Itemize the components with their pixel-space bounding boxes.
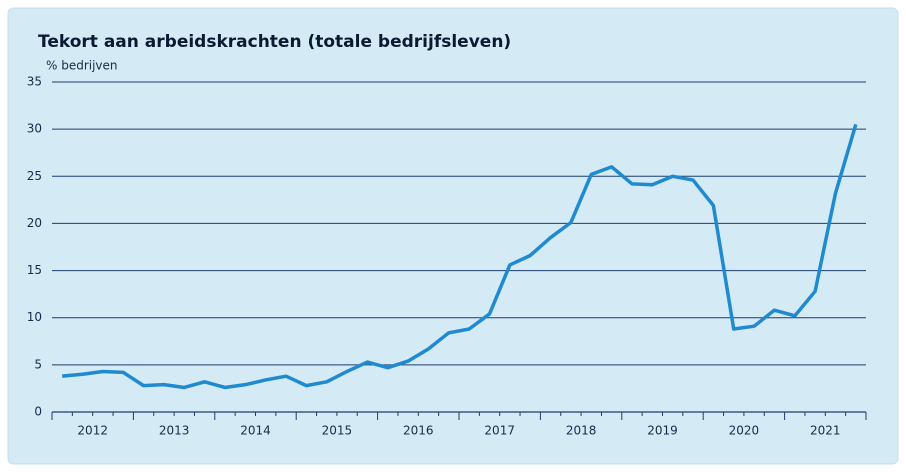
x-tick-label: 2015 (322, 424, 353, 438)
y-tick-label: 30 (27, 122, 42, 136)
x-tick-label: 2021 (810, 424, 841, 438)
y-tick-label: 15 (27, 263, 42, 277)
y-tick-label: 5 (34, 357, 42, 371)
x-tick-label: 2012 (77, 424, 108, 438)
y-tick-label: 35 (27, 75, 42, 89)
y-tick-label: 25 (27, 169, 42, 183)
x-tick-label: 2016 (403, 424, 434, 438)
chart-title: Tekort aan arbeidskrachten (totale bedri… (38, 32, 511, 52)
x-tick-label: 2019 (647, 424, 678, 438)
y-tick-label: 0 (34, 405, 42, 419)
x-tick-label: 2014 (240, 424, 271, 438)
x-tick-label: 2018 (566, 424, 597, 438)
y-tick-label: 10 (27, 310, 42, 324)
y-tick-label: 20 (27, 216, 42, 230)
x-tick-label: 2017 (484, 424, 515, 438)
x-tick-label: 2020 (729, 424, 760, 438)
panel (7, 7, 899, 465)
x-tick-label: 2013 (159, 424, 190, 438)
y-axis-label: % bedrijven (46, 59, 118, 73)
data-line (62, 123, 858, 390)
